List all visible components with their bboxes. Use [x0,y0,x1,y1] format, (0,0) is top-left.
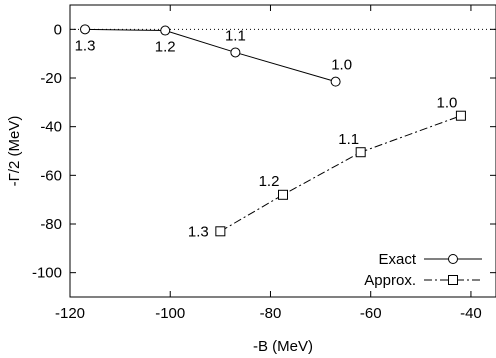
point-label: 1.1 [225,27,246,44]
x-tick-label: -120 [55,305,85,322]
legend-label-approx: Approx. [364,272,416,289]
x-axis-title: -B (MeV) [253,338,313,355]
x-tick-label: -80 [260,305,282,322]
data-point [160,25,171,36]
point-label: 1.0 [436,95,457,112]
point-label: 1.2 [259,173,280,190]
axis-ticks: -120 -100 -80 -60 -40 0 -20 -40 -60 -80 -100 [32,5,496,322]
x-tick-label: -100 [155,305,185,322]
x-tick-label: -40 [460,305,482,322]
data-point [355,147,366,158]
legend-marker-exact [448,254,458,264]
data-point [230,47,241,58]
plot-frame [69,4,496,298]
point-label: 1.1 [338,131,359,148]
series-layer: 1.3 1.2 1.1 1.0 1.3 1.2 1.1 1.0 [75,24,466,240]
data-point [330,76,341,87]
point-label: 1.3 [188,223,209,240]
y-tick-label: -20 [40,70,62,87]
y-tick-label: -40 [40,119,62,136]
data-point [215,226,226,237]
point-label: 1.3 [75,37,96,54]
data-point [80,24,91,35]
x-tick-label: -60 [360,305,382,322]
series-line-0 [85,28,336,83]
y-tick-label: -100 [32,265,62,282]
y-tick-label: -80 [40,216,62,233]
data-point [278,189,288,200]
y-tick-label: 0 [54,21,62,38]
legend: Exact Approx. [364,251,482,289]
series-line-1 [220,115,462,232]
legend-label-exact: Exact [378,251,416,268]
legend-marker-approx [448,275,458,285]
point-label: 1.0 [331,57,352,74]
y-tick-label: -60 [40,167,62,184]
y-axis-title: -Γ/2 (MeV) [6,116,23,187]
data-point [455,110,466,121]
point-label: 1.2 [155,39,176,56]
